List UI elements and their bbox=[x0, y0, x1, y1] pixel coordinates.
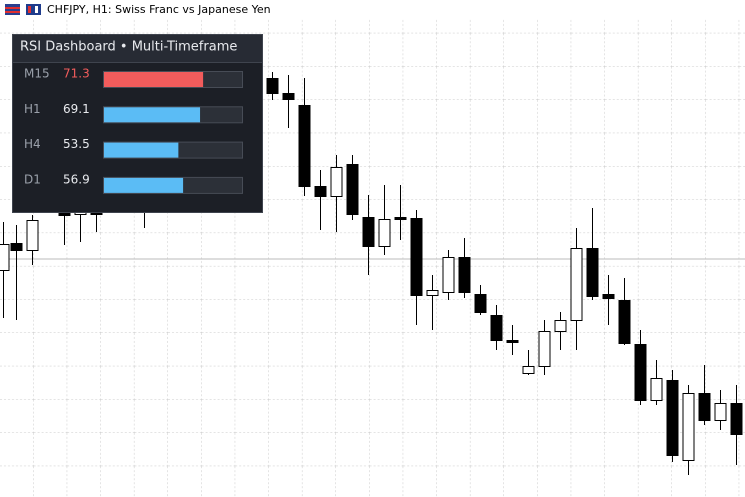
chart-icon bbox=[26, 4, 41, 15]
candle bbox=[602, 275, 615, 325]
rsi-value: 53.5 bbox=[63, 137, 90, 151]
rsi-value: 69.1 bbox=[63, 102, 90, 116]
candle bbox=[570, 228, 583, 350]
candle-body bbox=[298, 105, 311, 187]
candle-body bbox=[314, 186, 327, 197]
candle bbox=[362, 195, 375, 275]
candle-body bbox=[426, 290, 439, 296]
dashboard-title: RSI Dashboard • Multi-Timeframe bbox=[20, 40, 237, 55]
candle-body bbox=[650, 378, 663, 401]
candle-body bbox=[666, 380, 679, 456]
candle-body bbox=[330, 167, 343, 197]
candle bbox=[330, 155, 343, 232]
candle-body bbox=[362, 217, 375, 247]
candle bbox=[314, 170, 327, 230]
candle-body bbox=[442, 257, 455, 293]
candle bbox=[538, 320, 551, 375]
candle-body bbox=[282, 93, 295, 100]
candle-body bbox=[634, 344, 647, 401]
candle bbox=[458, 238, 471, 298]
timeframe-label: D1 bbox=[24, 172, 41, 186]
candle bbox=[714, 390, 727, 430]
title-bar bbox=[0, 0, 745, 19]
candle-body bbox=[346, 164, 359, 215]
timeframe-label: H1 bbox=[24, 102, 41, 116]
candle-body bbox=[410, 218, 423, 296]
candle bbox=[26, 215, 39, 265]
candle-body bbox=[618, 300, 631, 344]
candle bbox=[394, 185, 407, 240]
candle bbox=[426, 275, 439, 330]
candle bbox=[618, 278, 631, 345]
candle-body bbox=[266, 78, 279, 94]
rsi-rows: M15 71.3 H1 69.1 H4 53.5 D1 56.9 bbox=[24, 67, 243, 194]
candle-body bbox=[474, 294, 487, 313]
candle bbox=[682, 385, 695, 475]
candle bbox=[586, 208, 599, 300]
candle-body bbox=[682, 393, 695, 461]
rsi-value: 71.3 bbox=[63, 67, 90, 81]
timeframe-label: H4 bbox=[24, 137, 41, 151]
candle bbox=[698, 365, 711, 425]
candle bbox=[522, 350, 535, 375]
candle-body bbox=[586, 248, 599, 297]
candle bbox=[506, 325, 519, 355]
candle bbox=[378, 185, 391, 255]
candle-body bbox=[714, 403, 727, 421]
candle bbox=[666, 370, 679, 462]
symbol-title: CHFJPY, H1: Swiss Franc vs Japanese Yen bbox=[47, 3, 271, 16]
candle bbox=[554, 312, 567, 350]
rsi-bar bbox=[104, 177, 184, 193]
candle-body bbox=[538, 331, 551, 367]
rsi-value: 56.9 bbox=[63, 172, 90, 186]
candle-body bbox=[730, 403, 743, 435]
candle-body bbox=[458, 257, 471, 293]
dashboard-header bbox=[13, 35, 262, 62]
candle bbox=[410, 210, 423, 325]
candle bbox=[0, 222, 10, 318]
candle-body bbox=[10, 243, 23, 251]
candle-body bbox=[490, 315, 503, 341]
candle bbox=[650, 360, 663, 405]
rsi-bar bbox=[104, 107, 201, 123]
candle bbox=[730, 385, 743, 465]
candle-body bbox=[394, 217, 407, 220]
candle-body bbox=[602, 294, 615, 299]
candle-body bbox=[570, 248, 583, 321]
candle bbox=[10, 225, 23, 320]
candle bbox=[474, 285, 487, 315]
candle bbox=[266, 72, 279, 100]
candle bbox=[298, 78, 311, 196]
candle-body bbox=[554, 320, 567, 332]
rsi-bar bbox=[104, 72, 204, 87]
rsi-bar bbox=[104, 142, 179, 158]
candle bbox=[490, 305, 503, 350]
candle bbox=[634, 330, 647, 405]
rsi-dashboard: RSI Dashboard • Multi-Timeframe M15 71.3 H… bbox=[12, 34, 263, 213]
candle-body bbox=[378, 219, 391, 247]
candle-body bbox=[506, 340, 519, 343]
candle-body bbox=[0, 244, 10, 271]
candle-body bbox=[26, 220, 39, 251]
candle bbox=[442, 250, 455, 300]
timeframe-label: M15 bbox=[24, 67, 50, 81]
candle-body bbox=[522, 366, 535, 374]
symbol-icon bbox=[5, 4, 20, 15]
candle bbox=[346, 155, 359, 220]
candle bbox=[282, 75, 295, 128]
candle-body bbox=[698, 393, 711, 421]
candles bbox=[0, 72, 743, 475]
